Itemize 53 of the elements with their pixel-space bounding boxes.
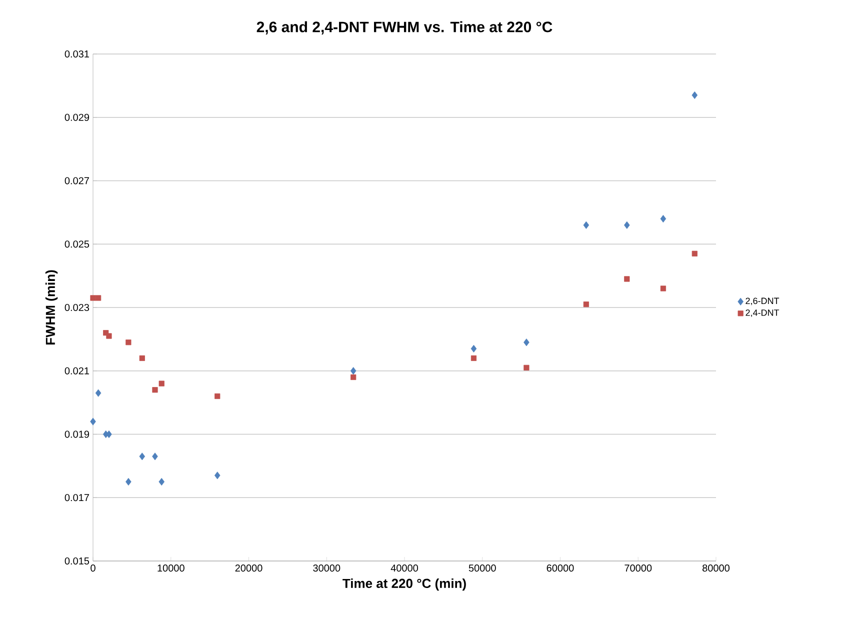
y-tick-label: 0.019 [64, 430, 90, 438]
y-tick-label: 0.025 [64, 240, 90, 248]
x-tick-label: 40000 [390, 564, 418, 572]
y-axis-title: FWHM (min) [45, 270, 58, 345]
legend-label: 2,4-DNT [746, 309, 780, 317]
x-tick-label: 60000 [546, 564, 574, 572]
y-tick-label: 0.017 [64, 494, 89, 502]
x-axis-title: Time at 220 °C (min) [342, 578, 466, 591]
point [152, 452, 158, 460]
point [90, 418, 96, 426]
point [106, 333, 112, 339]
x-tick-label: 30000 [313, 564, 340, 572]
y-tick-label: 0.021 [64, 367, 89, 374]
y-tick-label: 0.031 [64, 50, 89, 58]
point [692, 91, 698, 99]
point [624, 276, 630, 282]
point [95, 389, 102, 397]
point [624, 221, 630, 229]
point [583, 221, 590, 229]
point [660, 214, 666, 223]
x-tick-label: 80000 [702, 564, 730, 572]
point [692, 250, 698, 256]
point [139, 355, 145, 361]
point [126, 340, 132, 346]
point [470, 344, 477, 352]
chart-title: 2,6 and 2,4-DNT FWHM vs. Time at 220 °C [256, 21, 552, 34]
point [214, 393, 220, 400]
point [524, 338, 530, 346]
legend-label: 2,6-DNT [746, 298, 780, 306]
point [126, 478, 132, 486]
point [139, 452, 146, 460]
y-tick-label: 0.029 [64, 114, 90, 121]
point [96, 295, 102, 301]
point [152, 387, 158, 393]
x-tick-label: 50000 [468, 564, 496, 572]
point [90, 295, 96, 301]
point [158, 478, 165, 486]
point [660, 286, 666, 292]
point [470, 355, 477, 361]
x-tick-label: 0 [90, 564, 96, 572]
point [583, 302, 589, 308]
x-tick-label: 70000 [624, 564, 652, 572]
point [158, 380, 164, 386]
x-tick-label: 20000 [235, 564, 262, 572]
point [106, 430, 112, 438]
y-tick-label: 0.023 [64, 304, 90, 312]
point [524, 364, 530, 370]
x-tick-label: 10000 [158, 564, 184, 572]
y-tick-label: 0.015 [64, 557, 90, 565]
y-tick-label: 0.027 [64, 177, 89, 184]
point [350, 374, 356, 380]
point [350, 367, 356, 375]
point [214, 472, 220, 480]
